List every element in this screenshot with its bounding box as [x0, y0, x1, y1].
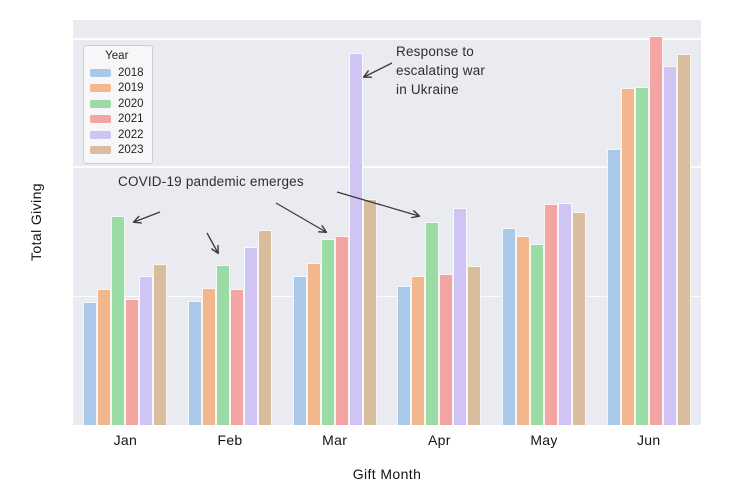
- bar-jun-2021: [648, 36, 663, 425]
- legend-title: Year: [105, 50, 129, 62]
- gridline: [73, 166, 701, 168]
- bar-may-2022: [558, 203, 573, 425]
- x-tick-feb: Feb: [217, 432, 243, 448]
- bar-group-jun: [596, 20, 701, 425]
- x-axis-tick-labels: Jan Feb Mar Apr May Jun: [73, 432, 701, 448]
- bar-mar-2019: [306, 263, 321, 425]
- bar-may-2020: [530, 243, 545, 425]
- bar-mar-2023: [362, 199, 377, 425]
- bar-feb-2018: [188, 301, 202, 425]
- bar-jan-2023: [153, 263, 168, 425]
- bar-feb-2020: [216, 265, 230, 425]
- legend-swatch-2022: [90, 130, 111, 139]
- legend-item-2019: 2019: [90, 81, 144, 97]
- bar-may-2018: [502, 228, 517, 425]
- legend-swatch-2020: [90, 99, 111, 108]
- bar-jun-2018: [606, 149, 621, 425]
- bar-groups: [73, 20, 701, 425]
- bar-group-may: [492, 20, 597, 425]
- bar-apr-2021: [439, 273, 454, 425]
- bar-jun-2022: [662, 66, 677, 425]
- plot-area: Year 2018 2019 2020 2021 2022 2023: [73, 20, 701, 425]
- gridline: [73, 38, 701, 40]
- bar-jan-2019: [97, 288, 112, 425]
- legend-swatch-2023: [90, 146, 111, 155]
- bar-may-2021: [544, 204, 559, 425]
- bar-jan-2022: [139, 275, 154, 425]
- bar-jan-2021: [125, 299, 140, 425]
- bar-mar-2020: [320, 239, 335, 425]
- bar-may-2019: [516, 235, 531, 425]
- legend-label-2018: 2018: [118, 66, 144, 79]
- legend-label-2020: 2020: [118, 97, 144, 110]
- annotation-text-1: Response to escalating war in Ukraine: [396, 44, 486, 97]
- bar-mar-2021: [334, 235, 349, 425]
- bar-jun-2019: [620, 88, 635, 425]
- y-axis-label: Total Giving: [28, 183, 44, 261]
- legend-label-2019: 2019: [118, 82, 144, 95]
- x-axis-label: Gift Month: [352, 466, 422, 482]
- bar-feb-2023: [258, 230, 272, 425]
- legend-swatch-2018: [90, 68, 111, 77]
- bar-jan-2020: [111, 216, 126, 425]
- x-tick-mar: Mar: [322, 432, 348, 448]
- bar-may-2023: [572, 211, 587, 425]
- legend-items: 2018 2019 2020 2021 2022 2023: [90, 65, 144, 158]
- legend-item-2021: 2021: [90, 112, 144, 128]
- x-tick-jun: Jun: [636, 432, 661, 448]
- legend-item-2018: 2018: [90, 65, 144, 81]
- bar-apr-2020: [425, 222, 440, 425]
- bar-group-apr: [387, 20, 492, 425]
- legend-label-2022: 2022: [118, 128, 144, 141]
- legend: Year 2018 2019 2020 2021 2022 2023: [83, 45, 153, 164]
- bar-jun-2023: [676, 54, 691, 425]
- bar-group-jan: [73, 20, 178, 425]
- legend-swatch-2019: [90, 84, 111, 93]
- legend-item-2023: 2023: [90, 143, 144, 159]
- bar-apr-2019: [411, 275, 426, 425]
- legend-item-2022: 2022: [90, 127, 144, 143]
- bar-feb-2022: [244, 246, 258, 425]
- bar-mar-2018: [292, 275, 307, 425]
- legend-item-2020: 2020: [90, 96, 144, 112]
- legend-label-2023: 2023: [118, 144, 144, 157]
- legend-label-2021: 2021: [118, 113, 144, 126]
- annotation-text-0: COVID-19 pandemic emerges: [118, 174, 304, 189]
- gridline: [73, 295, 701, 298]
- bar-feb-2021: [230, 288, 244, 425]
- bar-jan-2018: [83, 301, 98, 425]
- legend-swatch-2021: [90, 115, 111, 124]
- x-tick-jan: Jan: [113, 432, 138, 448]
- x-tick-may: May: [530, 432, 558, 448]
- bar-group-feb: [178, 20, 283, 425]
- bar-apr-2023: [467, 265, 482, 425]
- bar-jun-2020: [634, 86, 649, 425]
- bar-feb-2019: [202, 288, 216, 425]
- bar-apr-2018: [397, 286, 412, 425]
- x-tick-apr: Apr: [428, 432, 451, 448]
- bar-mar-2022: [348, 52, 363, 425]
- bar-apr-2022: [453, 207, 468, 425]
- bar-group-mar: [282, 20, 387, 425]
